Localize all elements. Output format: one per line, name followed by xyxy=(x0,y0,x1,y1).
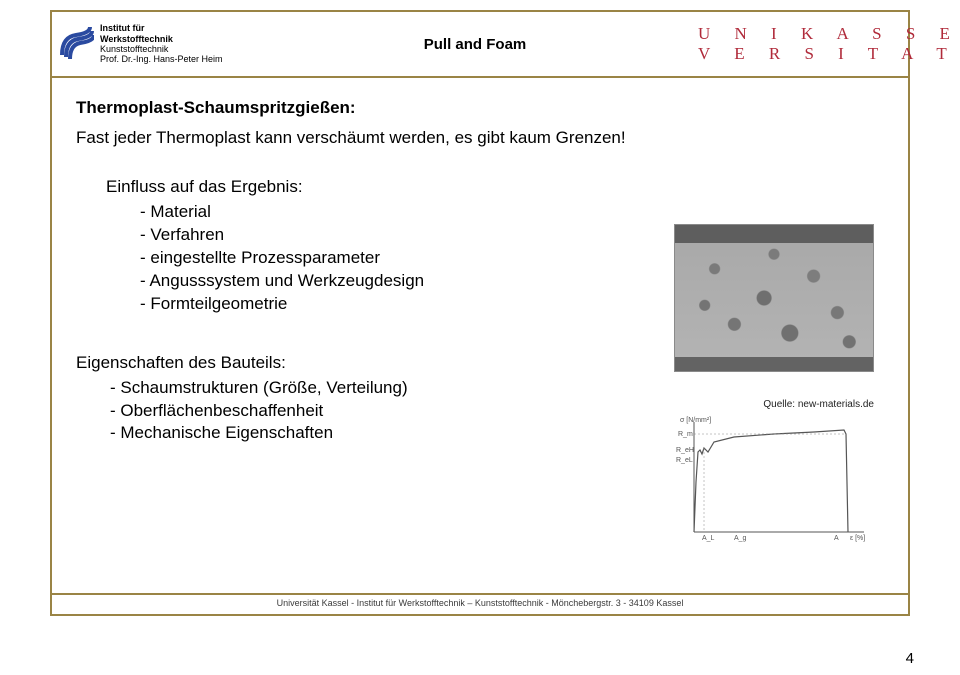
university-logo: U N I K A S S E L V E R S I T A T xyxy=(698,24,908,65)
svg-text:R_eL: R_eL xyxy=(676,457,693,464)
block1-lead: Einfluss auf das Ergebnis: xyxy=(106,176,884,199)
slide-footer: Universität Kassel - Institut für Werkst… xyxy=(52,593,908,610)
inst-l2: Werkstofftechnik xyxy=(100,34,223,44)
slide-title: Pull and Foam xyxy=(252,36,698,53)
svg-text:R_m: R_m xyxy=(678,431,693,438)
foam-microstructure-image xyxy=(674,224,874,372)
inst-l1: Institut für xyxy=(100,23,223,33)
image-source: Quelle: new-materials.de xyxy=(763,399,874,410)
content-heading: Thermoplast-Schaumspritzgießen: xyxy=(76,98,884,118)
stress-strain-chart: σ [N/mm²] ε [%] R_m R_eH R_eL A_L A_g A xyxy=(674,412,874,542)
block1-item: - Material xyxy=(140,201,884,224)
svg-text:R_eH: R_eH xyxy=(676,447,694,454)
uni-l1: U N I K A S S E L xyxy=(698,24,896,44)
svg-text:σ [N/mm²]: σ [N/mm²] xyxy=(680,417,711,424)
svg-text:A_L: A_L xyxy=(702,535,715,542)
institute-logo-icon xyxy=(60,25,94,59)
institute-text: Institut für Werkstofftechnik Kunststoff… xyxy=(100,23,223,64)
content-subheading: Fast jeder Thermoplast kann verschäumt w… xyxy=(76,128,884,148)
slide-header: Institut für Werkstofftechnik Kunststoff… xyxy=(52,12,908,78)
svg-text:A: A xyxy=(834,535,839,542)
uni-l2: V E R S I T A T xyxy=(698,44,896,64)
svg-text:ε [%]: ε [%] xyxy=(850,535,865,542)
block2-item: - Schaumstrukturen (Größe, Verteilung) xyxy=(110,377,884,400)
inst-l4: Prof. Dr.-Ing. Hans-Peter Heim xyxy=(100,54,223,64)
page-number: 4 xyxy=(906,650,914,667)
svg-text:A_g: A_g xyxy=(734,535,747,542)
inst-l3: Kunststofftechnik xyxy=(100,44,223,54)
institute-block: Institut für Werkstofftechnik Kunststoff… xyxy=(52,17,252,70)
